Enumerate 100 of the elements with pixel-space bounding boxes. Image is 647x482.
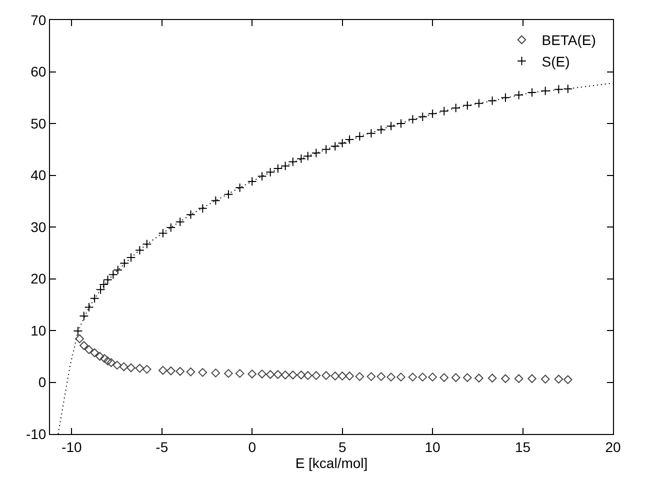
point [224, 190, 234, 200]
point [418, 112, 428, 122]
point [280, 161, 290, 171]
point [266, 370, 275, 379]
point [354, 132, 364, 142]
point [345, 372, 354, 380]
point [554, 374, 564, 384]
point [84, 302, 94, 312]
point [408, 114, 418, 124]
point [158, 366, 168, 375]
point [99, 280, 108, 290]
point [527, 88, 537, 98]
point [344, 134, 354, 144]
point [274, 370, 282, 379]
point [451, 103, 461, 113]
point [186, 210, 196, 220]
point [311, 148, 321, 158]
point [563, 84, 573, 94]
point [100, 354, 109, 363]
x-tick-label: 0 [248, 438, 256, 455]
point [303, 151, 313, 161]
y-tick-label: 30 [30, 218, 46, 235]
y-tick-label: -10 [26, 426, 46, 442]
point [540, 374, 550, 384]
point [75, 334, 84, 344]
point [113, 265, 123, 275]
x-tick-label: 20 [605, 438, 621, 455]
point [166, 366, 176, 376]
point [355, 372, 364, 381]
point [247, 176, 257, 186]
point [273, 164, 283, 174]
point [210, 196, 220, 206]
point [198, 368, 208, 377]
point [266, 167, 276, 177]
point [321, 144, 331, 154]
point [322, 371, 330, 380]
x-axis-title: E [kcal/mol] [295, 455, 368, 472]
y-tick-label: 40 [30, 167, 46, 184]
point [224, 369, 233, 378]
point [296, 370, 306, 380]
point [126, 363, 136, 372]
point [186, 368, 196, 376]
y-tick-label: 10 [30, 322, 46, 338]
point [120, 258, 130, 268]
point [554, 84, 564, 94]
x-tick-label: 15 [514, 438, 531, 455]
point [514, 90, 524, 100]
x-tick-label: -5 [156, 438, 168, 455]
point [175, 217, 185, 227]
point [330, 372, 340, 380]
point [198, 204, 208, 214]
point [95, 352, 104, 361]
point [288, 157, 298, 166]
point [166, 222, 176, 232]
point [563, 375, 572, 384]
point [211, 368, 220, 378]
point [376, 372, 386, 381]
y-tick-label: 70 [30, 12, 46, 28]
y-tick-label: 20 [30, 270, 46, 287]
point [540, 86, 550, 96]
y-tick-label: 60 [30, 64, 46, 80]
point [235, 369, 244, 378]
point [158, 228, 168, 238]
point [296, 154, 306, 164]
point [451, 373, 460, 382]
point [440, 373, 448, 382]
point [366, 372, 376, 381]
point [288, 370, 298, 380]
point [338, 372, 347, 380]
point [312, 371, 321, 380]
point [257, 172, 267, 181]
point [103, 275, 112, 284]
point [408, 372, 418, 382]
point [500, 92, 510, 102]
legend-label: S(E) [542, 53, 570, 70]
point [134, 246, 144, 255]
point [488, 374, 497, 383]
point [176, 366, 184, 376]
point [142, 364, 152, 374]
y-tick-label: 0 [38, 374, 46, 390]
point [396, 372, 406, 382]
point [235, 182, 245, 192]
point [96, 284, 106, 294]
point [386, 121, 396, 131]
point [142, 239, 152, 249]
point [386, 372, 396, 382]
y-tick-label: 50 [30, 115, 46, 132]
point [462, 373, 472, 382]
point [428, 108, 438, 118]
point [396, 118, 406, 128]
point [488, 96, 497, 106]
x-tick-label: 5 [338, 438, 346, 455]
x-tick-label: 10 [424, 438, 441, 455]
point [428, 372, 437, 382]
point [84, 345, 94, 354]
point [303, 371, 312, 380]
point [439, 106, 449, 116]
point [338, 138, 348, 148]
point [90, 294, 100, 304]
point [514, 374, 524, 384]
